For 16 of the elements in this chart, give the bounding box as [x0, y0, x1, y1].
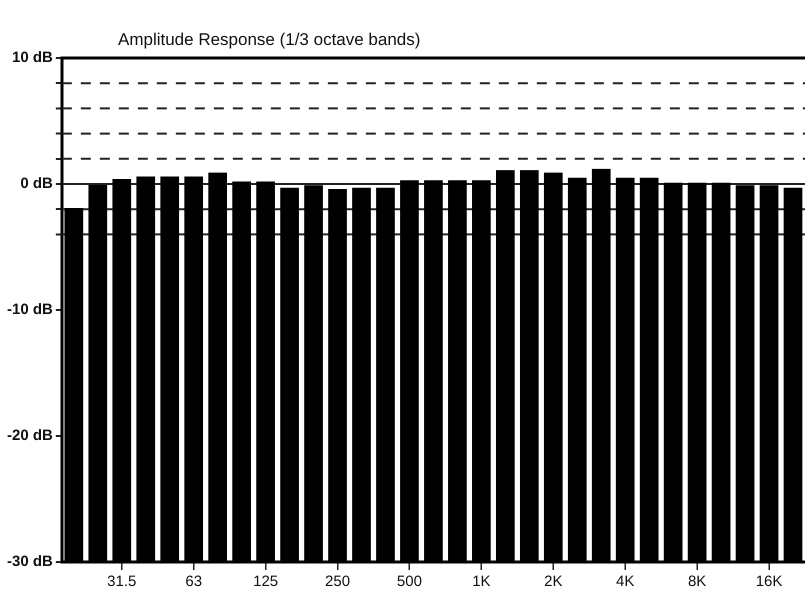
chart-title: Amplitude Response (1/3 octave bands) — [118, 30, 420, 50]
x-tick-label: 63 — [185, 573, 202, 590]
x-tick-label: 2K — [544, 573, 562, 590]
y-tick-label: 10 dB — [12, 49, 53, 66]
y-tick-label: -30 dB — [7, 553, 54, 570]
x-tick-label: 31.5 — [107, 573, 136, 590]
y-tick-label: -20 dB — [7, 427, 54, 444]
x-tick-label: 4K — [616, 573, 634, 590]
y-tick-label: 0 dB — [20, 175, 53, 192]
x-tick-label: 125 — [253, 573, 278, 590]
x-tick-label: 16K — [756, 573, 782, 590]
x-tick-label: 500 — [396, 573, 422, 590]
y-tick-label: -10 dB — [7, 301, 54, 318]
x-tick-label: 8K — [688, 573, 706, 590]
x-tick-label: 250 — [325, 573, 350, 590]
x-tick-label: 1K — [472, 573, 491, 590]
